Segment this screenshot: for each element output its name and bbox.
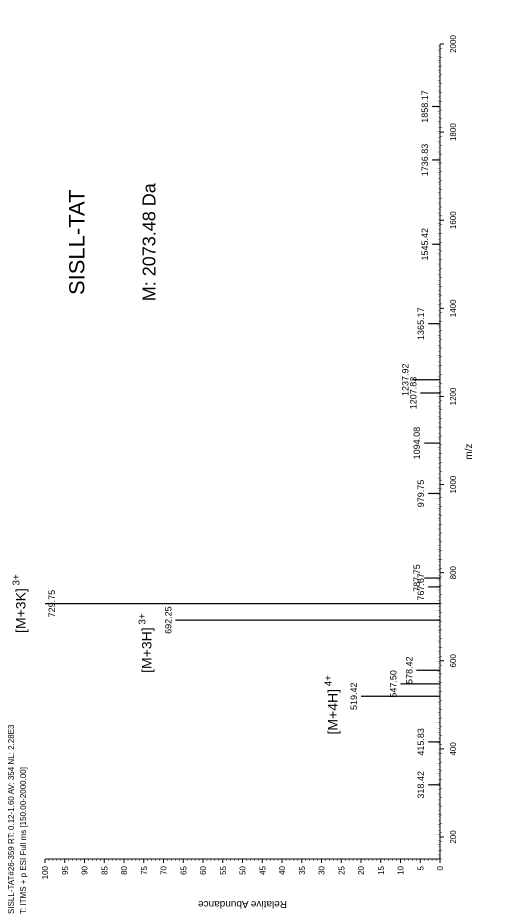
y-tick-label: 75 — [140, 865, 149, 874]
y-tick-label: 40 — [278, 865, 287, 874]
y-tick-label: 85 — [100, 865, 109, 874]
y-tick-label: 20 — [357, 865, 366, 874]
y-axis-label: Relative Abundance — [198, 898, 287, 909]
peak-label: 1094.08 — [412, 427, 422, 460]
y-tick-label: 0 — [436, 865, 445, 870]
ion-annotation: [M+3K] 3+ — [11, 574, 28, 633]
x-tick-label: 200 — [449, 830, 458, 844]
y-tick-label: 65 — [179, 865, 188, 874]
x-tick-label: 1800 — [449, 123, 458, 141]
peak-label: 692.25 — [163, 606, 173, 634]
peak-label: 415.83 — [416, 728, 426, 756]
y-tick-label: 90 — [81, 865, 90, 874]
x-tick-label: 1200 — [449, 387, 458, 405]
peak-label: 1545.42 — [420, 228, 430, 261]
y-tick-label: 70 — [160, 865, 169, 874]
ion-annotation: [M+3H] 3+ — [138, 613, 155, 673]
y-tick-label: 10 — [397, 865, 406, 874]
ion-annotation: [M+4H] 4+ — [323, 675, 340, 735]
x-tick-label: 2000 — [449, 35, 458, 53]
x-tick-label: 1000 — [449, 475, 458, 493]
y-tick-label: 100 — [41, 865, 50, 879]
peak-label: 787.75 — [412, 564, 422, 592]
peak-label: 1736.83 — [420, 144, 430, 177]
peak-label: 1858.17 — [420, 90, 430, 123]
y-tick-label: 5 — [416, 865, 425, 870]
y-tick-label: 60 — [199, 865, 208, 874]
y-tick-label: 45 — [258, 865, 267, 874]
y-tick-label: 25 — [337, 865, 346, 874]
peak-label: 1237.92 — [400, 363, 410, 396]
peak-label: 318.42 — [416, 771, 426, 799]
header-line-1: SISLL-TAT#26-359 RT: 0.12-1.60 AV: 354 N… — [7, 724, 16, 914]
y-tick-label: 50 — [239, 865, 248, 874]
x-tick-label: 800 — [449, 565, 458, 579]
y-tick-label: 95 — [61, 865, 70, 874]
x-tick-label: 600 — [449, 654, 458, 668]
peak-label: 578.42 — [404, 656, 414, 684]
header-line-2: T: ITMS + p ESI Full ms [150.00-2000.00] — [19, 767, 28, 914]
peak-label: 729.75 — [47, 590, 57, 618]
y-tick-label: 15 — [377, 865, 386, 874]
peak-label: 979.75 — [416, 480, 426, 508]
figure-container: SISLL-TAT#26-359 RT: 0.12-1.60 AV: 354 N… — [0, 0, 505, 924]
y-tick-label: 35 — [298, 865, 307, 874]
y-tick-label: 55 — [219, 865, 228, 874]
x-tick-label: 1600 — [449, 211, 458, 229]
peak-label: 547.50 — [389, 670, 399, 698]
peak-label: 519.42 — [349, 682, 359, 710]
sample-title: SISLL-TAT — [65, 189, 90, 295]
x-tick-label: 400 — [449, 742, 458, 756]
x-tick-label: 1400 — [449, 299, 458, 317]
mass-title: M: 2073.48 Da — [140, 182, 160, 301]
y-tick-label: 80 — [120, 865, 129, 874]
x-axis-label: m/z — [464, 443, 475, 459]
y-tick-label: 30 — [318, 865, 327, 874]
mass-spectrum-figure: SISLL-TAT#26-359 RT: 0.12-1.60 AV: 354 N… — [0, 0, 505, 924]
peak-label: 1365.17 — [416, 307, 426, 340]
